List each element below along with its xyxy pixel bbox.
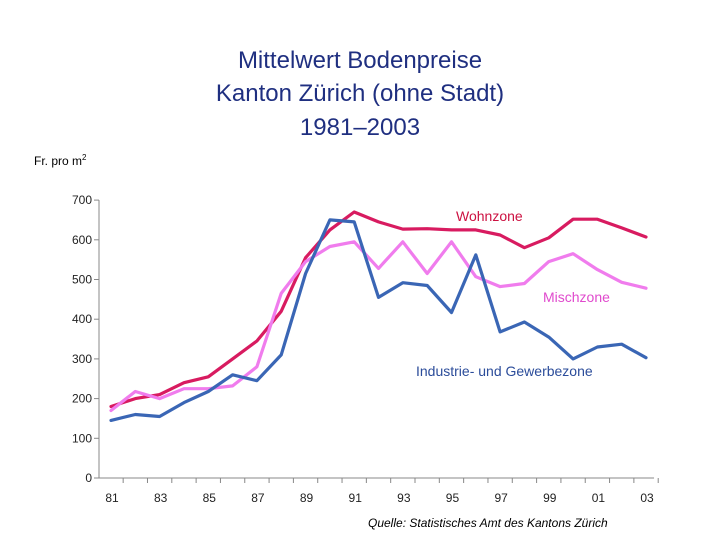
y-tick-label: 200: [72, 392, 92, 406]
series-line-1: [109, 240, 648, 413]
y-tick-label: 100: [72, 431, 92, 445]
series-lines: [109, 210, 648, 422]
x-tick-label: 81: [105, 491, 119, 505]
y-tick-label: 0: [85, 471, 92, 485]
y-axis-unit-text: Fr. pro m: [34, 154, 83, 168]
series-line-2: [109, 218, 648, 422]
chart-title-line-1: Mittelwert Bodenpreise: [237, 47, 483, 74]
x-tick-label: 85: [203, 491, 217, 505]
y-axis-unit-superscript: 2: [82, 153, 87, 162]
x-tick-label: 89: [300, 491, 314, 505]
x-tick-label: 91: [349, 491, 363, 505]
x-tick-label: 03: [640, 491, 654, 505]
x-tick-label: 93: [397, 491, 411, 505]
x-tick-label: 99: [543, 491, 557, 505]
x-tick-label: 95: [446, 491, 460, 505]
x-tick-label: 01: [592, 491, 606, 505]
y-tick-label: 400: [72, 312, 92, 326]
series-label-1: Mischzone: [543, 289, 610, 305]
y-tick-label: 600: [72, 233, 92, 247]
x-tick-label: 83: [154, 491, 168, 505]
y-tick-label: 500: [72, 273, 92, 287]
series-label-0: Wohnzone: [456, 208, 523, 224]
y-tick-label: 700: [72, 193, 92, 207]
series-labels: Wohnzone Mischzone Industrie- und Gewerbez…: [416, 208, 610, 379]
source-note: Quelle: Statistisches Amt des Kantons Zü…: [368, 516, 608, 530]
axes: 0 100 200 300 400 500 600 700 81 83 85 87 89 91 93 95 97…: [72, 193, 659, 505]
x-tick-label: 97: [494, 491, 508, 505]
y-tick-label: 300: [72, 352, 92, 366]
series-line-0: [109, 210, 648, 409]
chart-title-line-2: Kanton Zürich (ohne Stadt): [215, 80, 505, 107]
chart-title-line-3: 1981–2003: [299, 114, 421, 141]
x-tick-label: 87: [251, 491, 265, 505]
series-label-2: Industrie- und Gewerbezone: [416, 363, 593, 379]
y-axis-unit-label: Fr. pro m2: [34, 153, 86, 168]
